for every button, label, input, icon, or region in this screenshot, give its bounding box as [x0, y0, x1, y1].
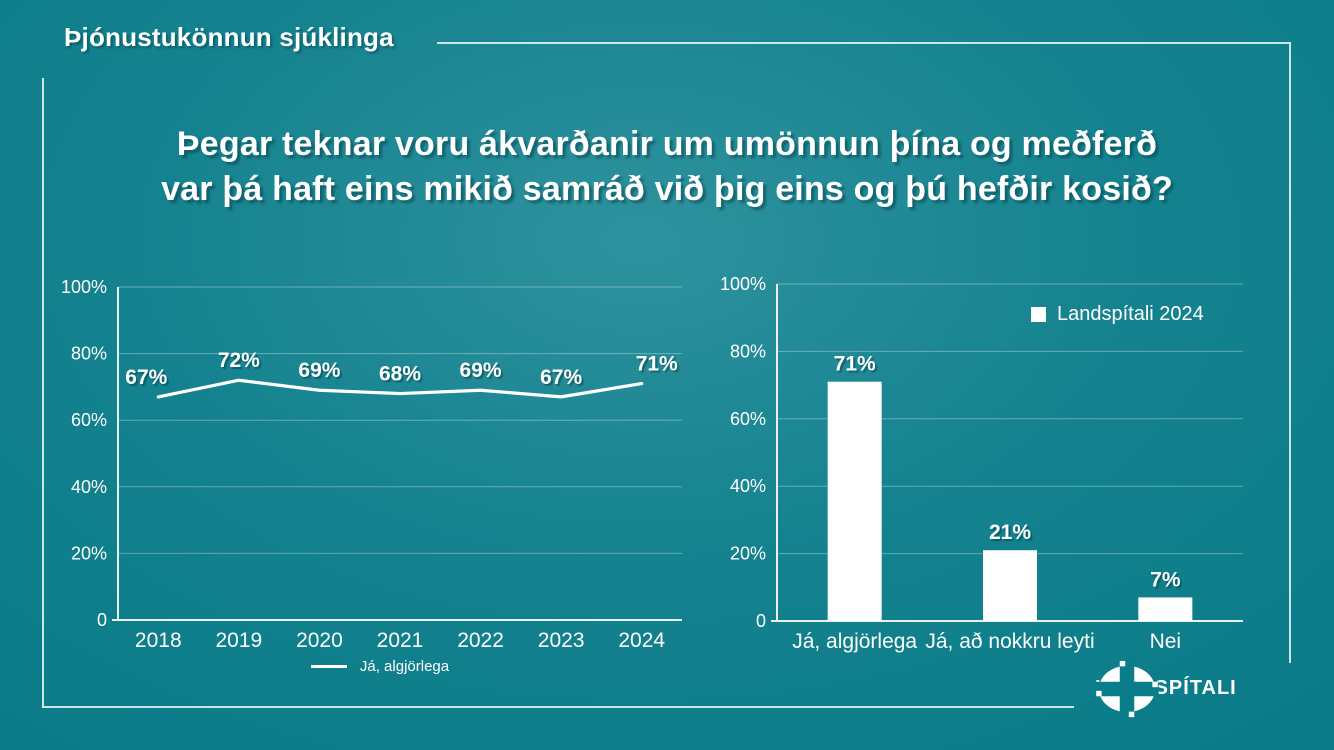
x-axis-category-labels: 2018 2019 2020 2021 2022 2023 2024 [135, 629, 665, 652]
y-axis-tick-labels: 100% 80% 60% 40% 20% 0 [61, 277, 107, 630]
x-tick-label: 2022 [457, 629, 504, 652]
data-labels: 67% 72% 69% 68% 69% 67% 71% [125, 349, 678, 389]
x-tick-label: 2024 [618, 629, 665, 652]
data-label: 71% [834, 353, 876, 376]
x-tick-label: 2023 [538, 629, 585, 652]
data-label: 71% [636, 353, 678, 376]
data-label: 7% [1150, 568, 1181, 591]
survey-question-line1: Þegar teknar voru ákvarðanir um umönnun … [176, 125, 1158, 163]
data-labels: 71% 21% 7% [834, 353, 1181, 592]
x-tick-label: 2019 [215, 629, 262, 652]
frame-right-line [1289, 42, 1291, 663]
data-label: 69% [298, 359, 340, 382]
trend-line-chart: 100% 80% 60% 40% 20% 0 2018 2019 2020 2021 2022 202… [61, 277, 682, 652]
data-label: 67% [540, 366, 582, 389]
series-line [156, 378, 644, 399]
y-tick-label: 80% [730, 341, 766, 361]
y-tick-label: 100% [61, 277, 107, 297]
line-series-label: Já, algjörlega [359, 658, 450, 675]
header-rule-line [437, 42, 1291, 44]
x-tick-label: Nei [1150, 630, 1182, 653]
frame-left-line [42, 78, 44, 708]
y-tick-label: 60% [71, 410, 107, 430]
landspitali-logo: LANDSPÍTALI [1095, 659, 1237, 718]
x-tick-label: 2020 [296, 629, 343, 652]
line-chart-legend: Já, algjörlega [50, 658, 710, 675]
x-tick-label: Já, algjörlega [792, 630, 917, 653]
y-tick-label: 20% [71, 543, 107, 563]
bar [1138, 597, 1193, 621]
y-tick-label: 40% [730, 476, 766, 496]
y-tick-label: 100% [720, 274, 766, 294]
y-tick-label: 80% [71, 344, 107, 364]
hospital-cross-icon [1095, 659, 1159, 718]
x-axis-category-labels: Já, algjörlega Já, að nokkru leyti Nei [792, 630, 1181, 653]
bar-series-swatch [1031, 307, 1046, 322]
y-tick-label: 40% [71, 477, 107, 497]
frame-bottom-line [42, 706, 1074, 708]
bar [983, 550, 1037, 621]
data-label: 21% [989, 521, 1031, 544]
bar [827, 381, 882, 621]
y-tick-label: 20% [730, 544, 766, 564]
bar-series-label: Landspítali 2024 [1057, 303, 1204, 325]
x-tick-label: 2021 [377, 629, 424, 652]
x-tick-label: 2018 [135, 629, 182, 652]
y-tick-label: 0 [756, 611, 766, 631]
survey-question-line2: var þá haft eins mikið samráð við þig ei… [161, 170, 1173, 208]
data-label: 68% [379, 363, 421, 386]
y-tick-label: 0 [97, 610, 107, 630]
data-label: 67% [125, 366, 167, 389]
data-label: 69% [460, 359, 502, 382]
page-title: Þjónustukönnun sjúklinga [64, 22, 394, 52]
x-tick-label: Já, að nokkru leyti [925, 630, 1094, 653]
y-axis-tick-labels: 100% 80% 60% 40% 20% 0 [720, 274, 766, 631]
answers-bar-chart: 100% 80% 60% 40% 20% 0 Já, algjörlega Já, að no… [720, 274, 1243, 653]
data-label: 72% [218, 349, 260, 372]
y-tick-label: 60% [730, 409, 766, 429]
bars [827, 381, 1193, 621]
line-series-swatch [310, 665, 347, 668]
bar-chart-legend: Landspítali 2024 [1031, 303, 1204, 326]
survey-question: Þegar teknar voru ákvarðanir um umönnun … [0, 122, 1334, 212]
gridlines [118, 286, 682, 554]
